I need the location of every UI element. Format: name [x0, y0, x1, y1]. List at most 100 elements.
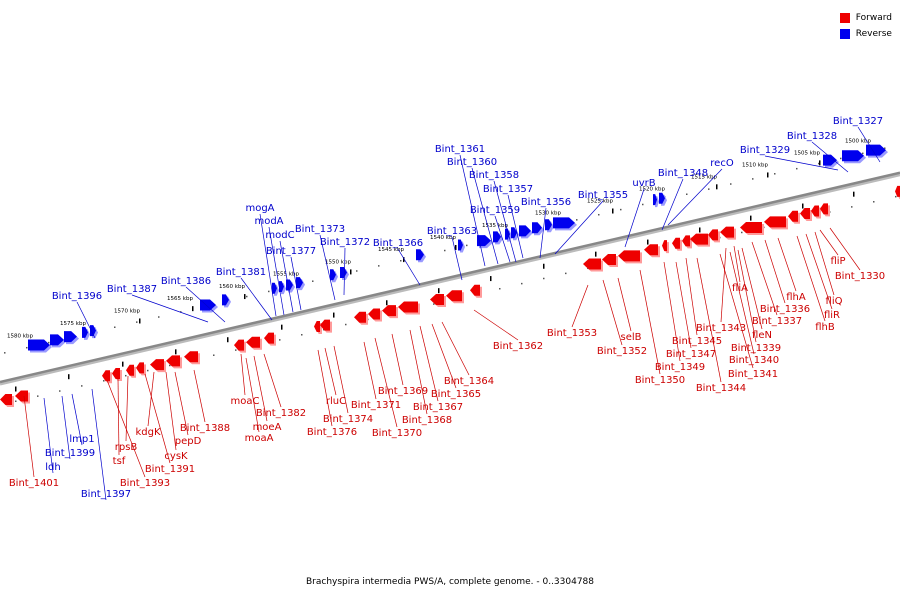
forward-leader-line — [617, 277, 632, 332]
forward-gene-label: Bint_1365 — [431, 389, 481, 400]
reverse-gene-label: uvrB — [632, 178, 655, 189]
forward-track-dot — [873, 201, 875, 203]
reverse-gene-label: recO — [710, 158, 734, 169]
reverse-track-dot — [774, 173, 776, 175]
reverse-track-dot — [48, 341, 50, 344]
scale-label: 1535 kbp — [482, 223, 508, 229]
forward-gene-label: Bint_1369 — [378, 386, 428, 397]
reverse-track-dot — [26, 346, 28, 349]
forward-gene-label: fliQ — [826, 296, 843, 307]
forward-track-dot — [741, 231, 743, 234]
reverse-track-dot — [378, 265, 380, 267]
forward-gene-label: flhB — [815, 322, 835, 333]
reverse-leader-line — [554, 200, 604, 255]
reverse-gene-label: Bint_1329 — [740, 145, 790, 156]
legend: Forward Reverse — [839, 10, 892, 42]
forward-gene — [126, 364, 134, 376]
forward-leader-line — [602, 279, 623, 346]
scale-tick — [455, 245, 457, 251]
forward-gene-label: Bint_1345 — [672, 336, 722, 347]
scale-label: 1580 kbp — [7, 333, 33, 339]
forward-gene — [150, 359, 164, 371]
reverse-track-dot — [158, 316, 160, 318]
reverse-leader-line — [71, 393, 83, 446]
forward-gene-label: Bint_1353 — [547, 328, 597, 339]
reverse-gene — [28, 339, 50, 351]
forward-track-dot — [15, 400, 17, 403]
scale-tick — [543, 263, 545, 269]
forward-track-dot — [169, 364, 171, 367]
forward-gene — [314, 320, 320, 332]
reverse-gene — [553, 217, 575, 229]
reverse-leader-line — [319, 234, 336, 301]
forward-gene-label: Bint_1337 — [752, 316, 802, 327]
scale-tick — [612, 208, 614, 214]
reverse-leader-line — [61, 395, 71, 460]
reverse-gene — [532, 222, 542, 234]
reverse-gene — [823, 154, 837, 166]
forward-leader-line — [117, 377, 120, 456]
forward-leader-line — [317, 349, 333, 427]
forward-gene — [320, 319, 330, 331]
forward-gene — [234, 339, 244, 351]
forward-leader-line — [720, 247, 727, 323]
forward-leader-line — [729, 251, 755, 355]
reverse-leader-line — [661, 178, 684, 231]
forward-leader-line — [324, 347, 337, 396]
scale-tick — [139, 318, 141, 324]
forward-leader-line — [571, 284, 589, 328]
reverse-leader-line — [131, 294, 209, 323]
scale-label: 1545 kbp — [378, 247, 404, 253]
forward-leader-line — [777, 237, 797, 292]
forward-gene-label: Bint_1340 — [729, 355, 779, 366]
reverse-gene — [272, 282, 277, 294]
reverse-track-dot — [730, 183, 732, 185]
reverse-gene — [222, 294, 229, 306]
forward-leader-line — [733, 245, 741, 283]
forward-gene-label: Bint_1371 — [351, 400, 401, 411]
forward-gene — [0, 394, 12, 405]
forward-track-dot — [433, 303, 435, 305]
forward-gene — [136, 362, 144, 374]
forward-gene-label: kdgK — [135, 427, 160, 438]
forward-swatch — [839, 13, 850, 23]
forward-gene-label: Bint_1362 — [493, 341, 543, 352]
scale-tick — [647, 239, 649, 245]
reverse-leader-line — [259, 213, 277, 317]
forward-leader-line — [741, 247, 763, 330]
reverse-gene-label: Bint_1360 — [447, 157, 497, 168]
reverse-track-dot — [752, 178, 754, 180]
forward-leader-line — [696, 257, 722, 383]
scale-tick — [350, 269, 352, 275]
reverse-leader-line — [451, 236, 463, 281]
forward-leader-line — [240, 353, 246, 396]
forward-leader-line — [363, 341, 377, 400]
forward-gene — [446, 290, 462, 302]
forward-leader-line — [737, 249, 757, 343]
forward-gene-label: Bint_1336 — [760, 304, 810, 315]
forward-leader-line — [391, 333, 404, 386]
forward-leader-line — [419, 325, 439, 402]
reverse-leader-line — [76, 301, 96, 339]
forward-leader-line — [663, 261, 681, 362]
forward-leader-line — [796, 235, 826, 322]
forward-gene — [470, 284, 480, 296]
forward-gene-label: Bint_1347 — [666, 349, 716, 360]
forward-leader-line — [719, 253, 754, 369]
forward-leader-line — [193, 369, 206, 423]
scale-tick — [802, 203, 804, 209]
forward-gene-label: Bint_1367 — [413, 402, 463, 413]
reverse-track-dot — [796, 167, 798, 170]
reverse-leader-line — [459, 154, 486, 267]
reverse-gene — [842, 150, 864, 162]
scale-tick — [595, 251, 597, 257]
reverse-gene-label: Bint_1358 — [469, 170, 519, 181]
reverse-gene — [519, 225, 531, 237]
forward-track-dot — [895, 195, 897, 198]
legend-reverse-label: Reverse — [855, 29, 892, 39]
scale-tick — [767, 172, 769, 178]
reverse-track-dot — [4, 352, 6, 354]
reverse-track-dot — [620, 208, 622, 211]
scale-tick — [15, 386, 17, 392]
reverse-leader-line — [507, 194, 524, 259]
